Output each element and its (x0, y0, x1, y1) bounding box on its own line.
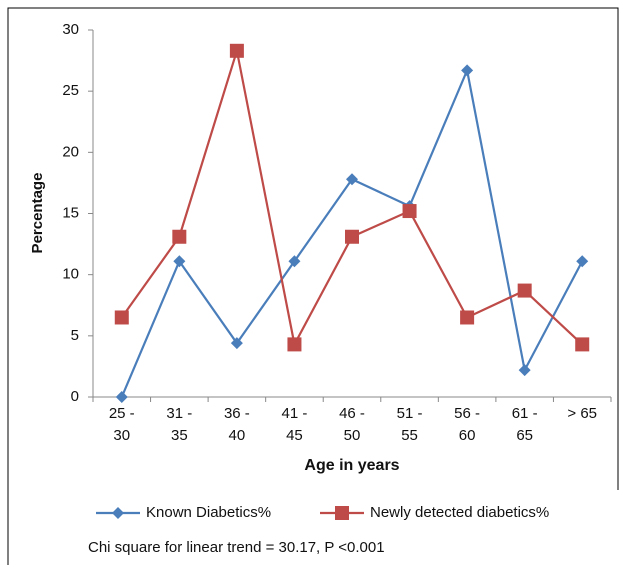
legend-marker (112, 507, 124, 519)
annotation: Chi square for linear trend = 30.17, P <… (88, 539, 385, 556)
y-axis-title: Percentage (29, 173, 46, 254)
data-point (173, 255, 186, 268)
data-point (115, 391, 128, 403)
data-point (460, 310, 475, 325)
data-point (518, 364, 531, 377)
data-point (345, 229, 359, 244)
y-tick-label: 0 (71, 388, 79, 405)
data-point (172, 229, 187, 244)
series-line (120, 50, 583, 348)
x-tick-label: 46 - 50 (339, 405, 365, 444)
data-point (402, 204, 417, 219)
data-point (346, 173, 358, 186)
data-point (230, 337, 243, 350)
data-point (575, 337, 590, 352)
x-tick-label: 56 - 60 (454, 405, 481, 444)
x-tick-label: 36 - 40 (223, 405, 250, 444)
y-tick-label: 25 (62, 82, 79, 99)
legend-label: Newly detected diabetics% (370, 504, 549, 521)
data-point (114, 310, 129, 325)
data-point (229, 43, 244, 58)
data-point (287, 337, 302, 352)
x-tick-label: 41 - 45 (281, 405, 308, 444)
y-tick-label: 15 (62, 204, 79, 221)
data-point (288, 255, 301, 268)
x-tick-label: 31 - 35 (166, 405, 193, 444)
data-point (576, 255, 589, 268)
x-tick-label: 51 - 55 (396, 405, 423, 444)
x-tick-label: 25 - 30 (108, 405, 135, 444)
data-point (461, 64, 474, 77)
x-tick-label: > 65 (567, 405, 598, 422)
y-tick-label: 30 (62, 21, 79, 38)
x-tick-label: 61 - 65 (511, 405, 538, 444)
y-tick-label: 20 (62, 143, 79, 160)
frame (7, 7, 619, 565)
legend-label: Known Diabetics% (146, 504, 271, 521)
y-tick-label: 10 (62, 266, 79, 283)
y-tick-label: 5 (71, 327, 79, 344)
data-point (517, 283, 532, 298)
x-axis-title: Age in years (304, 457, 399, 474)
legend-marker (335, 506, 349, 520)
